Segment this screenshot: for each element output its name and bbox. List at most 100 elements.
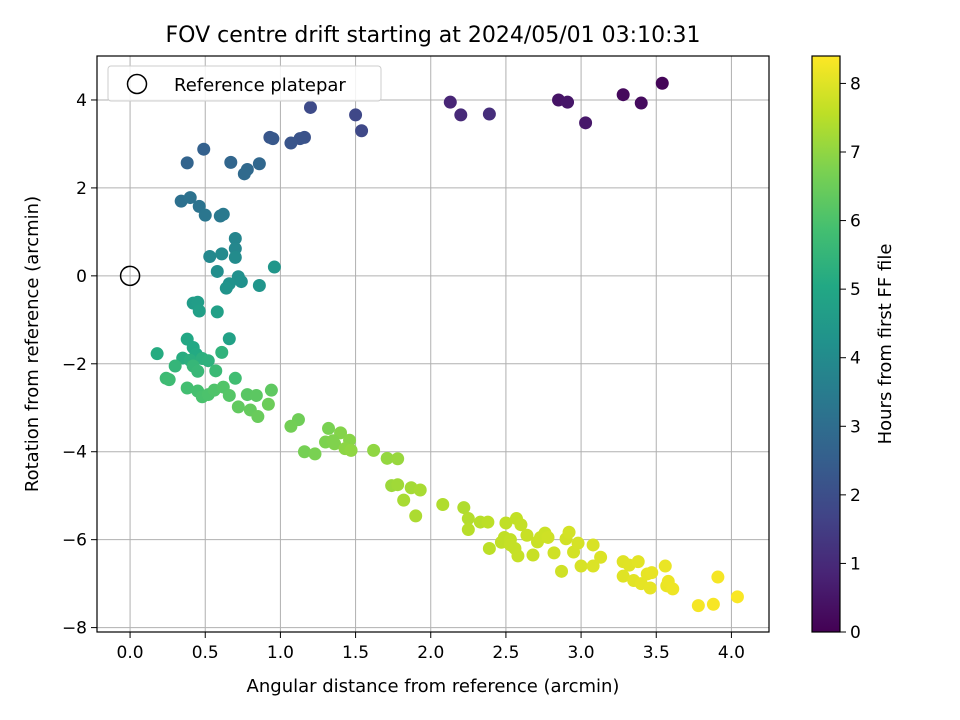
data-point [284, 419, 298, 433]
data-point [643, 581, 657, 595]
y-axis-label: Rotation from reference (arcmin) [22, 196, 43, 492]
data-point [409, 509, 423, 523]
colorbar-gradient [812, 56, 840, 632]
data-point [228, 250, 242, 264]
data-point [180, 381, 194, 395]
data-point [579, 116, 593, 130]
data-point [634, 96, 648, 110]
data-point [511, 549, 525, 563]
data-point [210, 305, 224, 319]
data-point [297, 445, 311, 459]
data-point [209, 364, 223, 378]
data-point [210, 264, 224, 278]
colorbar-tick-label: 8 [850, 74, 861, 94]
data-point [706, 597, 720, 611]
data-point [224, 155, 238, 169]
plot-frame [96, 55, 770, 633]
x-tick-label: 1.0 [267, 643, 294, 663]
x-tick-label: 2.0 [417, 643, 444, 663]
data-point [266, 132, 280, 146]
data-point [443, 95, 457, 109]
data-point [191, 364, 205, 378]
data-point [284, 136, 298, 150]
x-axis-label: Angular distance from reference (arcmin) [247, 676, 620, 697]
data-point [482, 107, 496, 121]
data-point [457, 501, 471, 515]
data-point [562, 525, 576, 539]
data-point [526, 548, 540, 562]
data-point [192, 304, 206, 318]
data-point [180, 156, 194, 170]
legend: Reference platepar [107, 65, 382, 102]
data-point [234, 275, 248, 289]
data-point [380, 451, 394, 465]
data-point [222, 388, 236, 402]
data-point [655, 76, 669, 90]
chart-title: FOV centre drift starting at 2024/05/01 … [166, 23, 701, 48]
data-point [231, 400, 245, 414]
data-point [367, 443, 381, 457]
colorbar-tick-label: 3 [850, 417, 861, 437]
data-point [574, 559, 588, 573]
data-point [561, 95, 575, 109]
data-point [631, 555, 645, 569]
data-point [586, 538, 600, 552]
data-point [658, 559, 672, 573]
data-point [303, 100, 317, 114]
data-point [391, 452, 405, 466]
y-tick-label: 0 [76, 267, 87, 287]
data-point [586, 559, 600, 573]
data-point [183, 191, 197, 205]
data-point [391, 478, 405, 492]
data-point [162, 373, 176, 387]
data-point [252, 157, 266, 171]
data-point [355, 124, 369, 138]
data-point [541, 530, 555, 544]
colorbar-ticks: 0 1 2 3 4 5 6 7 8 [840, 74, 861, 643]
data-point [436, 497, 450, 511]
data-point [216, 207, 230, 221]
data-point [264, 383, 278, 397]
legend-marker-icon [126, 73, 148, 95]
data-point [261, 397, 275, 411]
data-point [461, 512, 475, 526]
data-point [215, 247, 229, 261]
data-point [482, 541, 496, 555]
legend-label: Reference platepar [174, 75, 346, 96]
colorbar-tick-label: 4 [850, 349, 861, 369]
y-tick-label: −4 [62, 443, 87, 463]
data-point [344, 443, 358, 457]
x-tick-label: 0.0 [117, 643, 144, 663]
data-point [520, 528, 534, 542]
data-point [454, 108, 468, 122]
data-point [616, 88, 630, 102]
data-point [237, 167, 251, 181]
x-tick-label: 0.5 [192, 643, 219, 663]
data-point [571, 536, 585, 550]
data-point [168, 359, 182, 373]
y-axis-ticks: −8 −6 −4 −2 0 2 4 [62, 91, 97, 639]
x-axis-ticks: 0.0 0.5 1.0 1.5 2.0 2.5 3.0 3.5 4.0 [117, 632, 745, 663]
data-point [616, 569, 630, 583]
x-tick-label: 3.0 [568, 643, 595, 663]
data-point [219, 281, 233, 295]
data-point [730, 590, 744, 604]
colorbar-tick-label: 1 [850, 554, 861, 574]
data-point [514, 518, 528, 532]
y-tick-label: 2 [76, 179, 87, 199]
data-point [222, 332, 236, 346]
data-point [251, 410, 265, 424]
legend-box [107, 65, 382, 102]
x-tick-label: 3.5 [643, 643, 670, 663]
data-point [547, 546, 561, 560]
data-point [413, 483, 427, 497]
data-point [322, 421, 336, 435]
data-point [228, 371, 242, 385]
data-point [461, 523, 475, 537]
data-point [150, 347, 164, 361]
data-point [267, 260, 281, 274]
x-tick-label: 4.0 [718, 643, 745, 663]
grid-lines [97, 56, 769, 632]
data-point [711, 570, 725, 584]
